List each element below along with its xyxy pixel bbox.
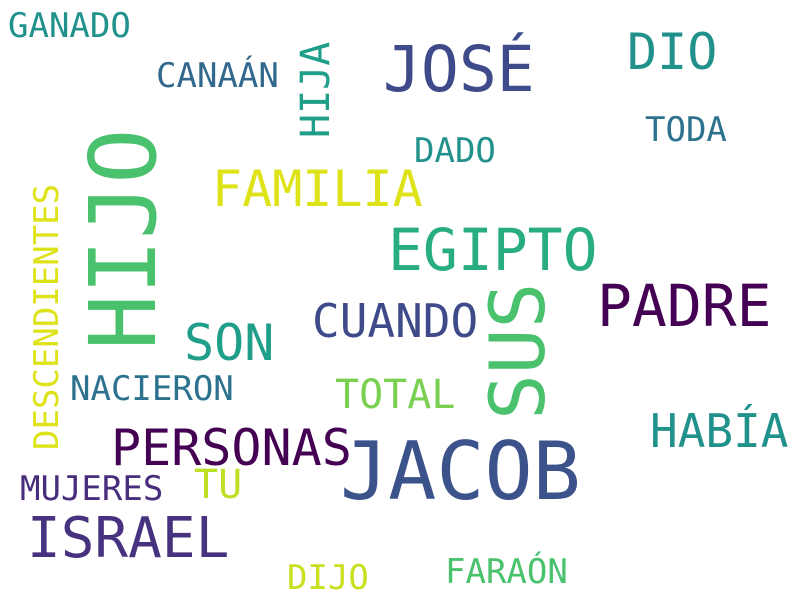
word-jose: JOSÉ [383,33,535,106]
word-padre: PADRE [597,272,772,340]
word-dio: DIO [627,23,718,81]
word-hijo: HIJO [70,128,177,350]
word-nacieron: NACIERON [70,369,234,409]
word-dado: DADO [414,131,496,171]
word-mujeres: MUJERES [20,469,164,509]
word-tu: TU [194,462,243,508]
word-israel: ISRAEL [27,506,230,571]
word-hija: HIJA [293,41,339,138]
word-total: TOTAL [335,372,456,418]
word-egipto: EGIPTO [388,216,598,284]
word-sus: SUS [473,282,562,420]
word-personas: PERSONAS [111,419,352,477]
word-habia: HABÍA [650,404,789,458]
word-cuando: CUANDO [312,294,479,348]
word-ganado: GANADO [8,6,131,46]
word-descendientes: DESCENDIENTES [27,183,67,450]
word-toda: TODA [645,110,727,150]
word-son: SON [184,314,275,372]
word-dijo: DIJO [287,558,369,598]
word-canaan: CANAÁN [156,56,279,96]
word-farao: FARAÓN [445,552,568,592]
word-jacob: JACOB [340,425,581,518]
word-familia: FAMILIA [212,160,423,218]
